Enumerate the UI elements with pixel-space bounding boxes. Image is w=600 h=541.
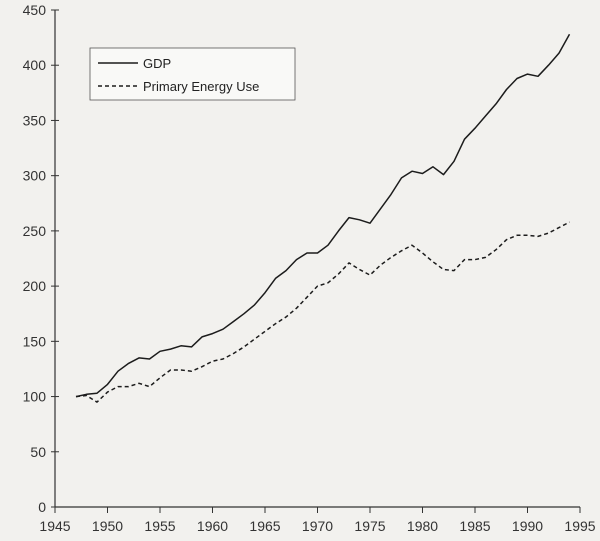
y-tick-label: 350	[23, 112, 47, 128]
x-tick-label: 1955	[144, 518, 175, 534]
x-tick-label: 1995	[564, 518, 595, 534]
legend-label-energy: Primary Energy Use	[143, 79, 259, 94]
y-ticks: 0 50 100 150 200 250 300 350 400 450	[23, 2, 59, 515]
y-tick-label: 300	[23, 168, 47, 184]
x-tick-label: 1945	[39, 518, 70, 534]
x-tick-label: 1985	[459, 518, 490, 534]
x-ticks: 1945 1950 1955 1960 1965 1970 1975 1980 1985 1990…	[39, 507, 596, 534]
y-tick-label: 0	[38, 499, 46, 515]
y-tick-label: 150	[23, 333, 47, 349]
x-tick-label: 1960	[197, 518, 228, 534]
y-tick-label: 400	[23, 57, 47, 73]
x-tick-label: 1980	[407, 518, 438, 534]
x-tick-label: 1965	[249, 518, 280, 534]
legend: GDP Primary Energy Use	[89, 47, 296, 101]
x-tick-label: 1950	[92, 518, 123, 534]
legend-box	[89, 47, 296, 101]
legend-label-gdp: GDP	[143, 56, 171, 71]
series-line-primary-energy-use	[75, 221, 570, 403]
series-line-gdp	[75, 33, 571, 398]
x-tick-label: 1975	[354, 518, 385, 534]
y-tick-label: 200	[23, 278, 47, 294]
y-tick-label: 50	[30, 444, 46, 460]
series-layer	[75, 33, 571, 403]
x-tick-label: 1970	[302, 518, 333, 534]
y-tick-label: 100	[23, 389, 47, 405]
y-tick-label: 250	[23, 223, 47, 239]
y-tick-label: 450	[23, 2, 47, 18]
x-tick-label: 1990	[512, 518, 543, 534]
